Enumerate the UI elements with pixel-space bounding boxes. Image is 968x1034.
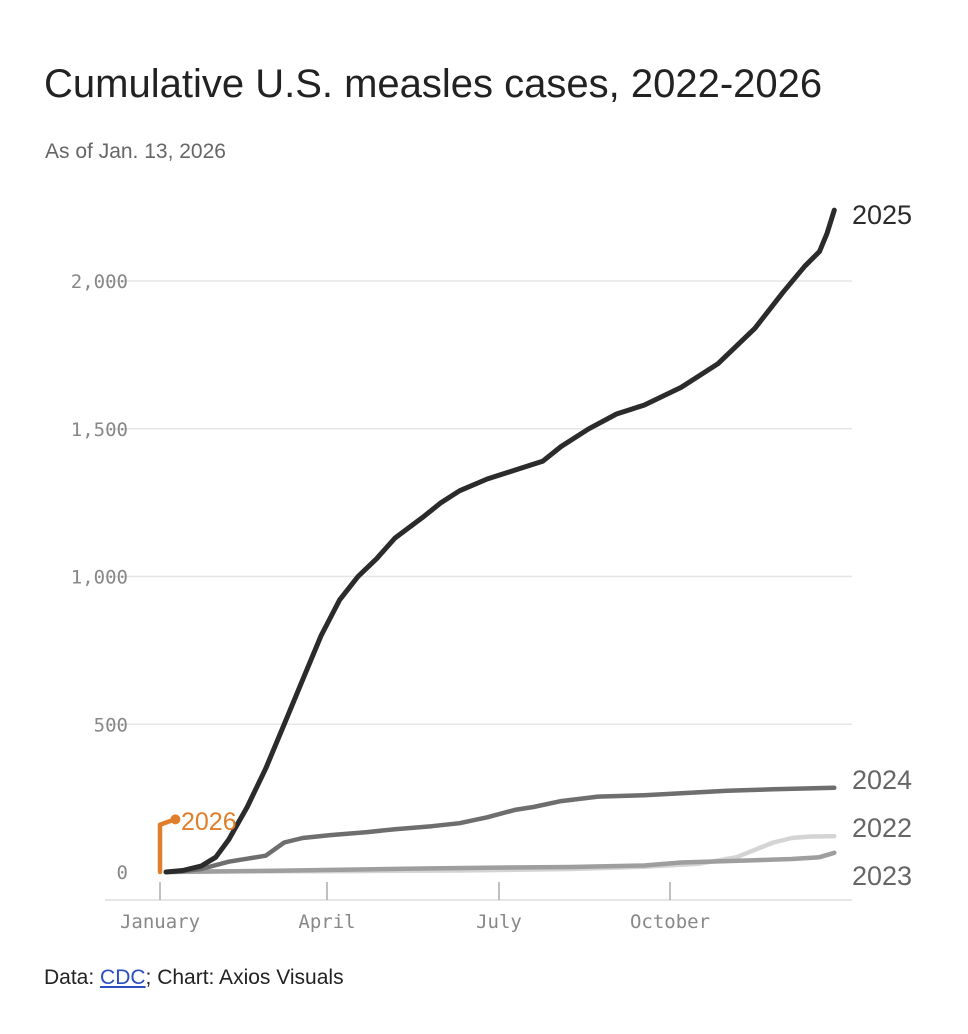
y-tick-label: 2,000 xyxy=(71,271,128,293)
y-tick-label: 0 xyxy=(117,862,128,884)
source-data-label: Data: xyxy=(44,966,101,989)
series-label-2022: 2022 xyxy=(852,813,912,843)
series-line-2026 xyxy=(157,817,178,875)
x-tick-label: October xyxy=(630,911,710,933)
series-label-2023: 2023 xyxy=(852,861,912,891)
source-cdc-link[interactable]: CDC xyxy=(100,966,146,989)
x-tick-label: July xyxy=(476,911,522,933)
y-tick-label: 1,000 xyxy=(71,567,128,589)
y-tick-label: 500 xyxy=(94,714,128,736)
x-tick-label: January xyxy=(120,911,200,933)
chart-credit: ; Chart: Axios Visuals xyxy=(145,966,344,989)
series-line-2024 xyxy=(163,785,837,875)
series-line-2023 xyxy=(163,850,837,875)
page-subtitle: As of Jan. 13, 2026 xyxy=(45,140,226,163)
y-axis-ticks: 0 500 1,000 1,500 2,000 xyxy=(71,271,128,884)
series-label-2024: 2024 xyxy=(852,765,912,795)
series-labels: 2022 2023 2024 2025 2026 xyxy=(181,200,912,891)
series-lines xyxy=(157,207,837,875)
series-label-2026: 2026 xyxy=(181,808,237,836)
x-axis-ticks: January April July October xyxy=(120,882,710,933)
page-title: Cumulative U.S. measles cases, 2022-2026 xyxy=(44,62,823,106)
series-label-2025: 2025 xyxy=(852,200,912,230)
source-line: Data: CDC; Chart: Axios Visuals xyxy=(44,966,344,990)
y-tick-label: 1,500 xyxy=(71,419,128,441)
series-endpoint-2026 xyxy=(170,814,181,825)
cases-line-chart: 0 500 1,000 1,500 2,000 January April July Octo… xyxy=(71,200,912,933)
series-line-2025 xyxy=(163,207,837,875)
x-tick-label: April xyxy=(298,911,355,933)
gridlines xyxy=(105,280,852,901)
